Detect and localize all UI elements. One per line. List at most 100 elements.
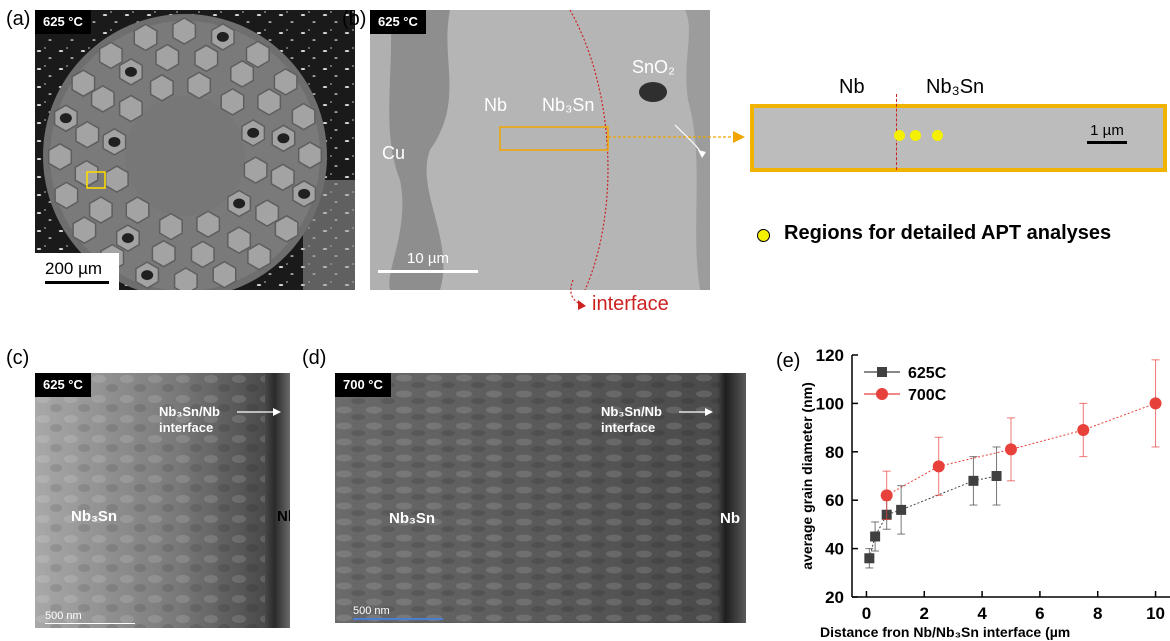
panel-a-scalebar: 200 µm [35,253,119,290]
scale-line [353,618,443,620]
filament-hexagon [220,88,245,116]
y-tick-label: 80 [825,443,844,462]
panel-b-temp: 625 °C [370,10,426,34]
filament-hexagon [149,73,174,102]
filament-hexagon [270,163,295,192]
panel-b-image: 625 °C Cu Nb Nb₃Sn SnO₂ 10 µm [370,10,710,290]
filament-hexagon [172,17,197,45]
data-point-700C [1005,443,1017,456]
data-point-700C [932,460,945,473]
x-tick-label: 8 [1093,604,1102,623]
interface-label-line2: interface [159,420,214,435]
panel-b-label: (b) [342,8,367,30]
panel-c-nb3sn-label: Nb₃Sn [71,508,118,525]
panel-d-temp: 700 °C [335,373,391,397]
inset-scalebar: 1 µm [1087,122,1127,144]
filament-hexagon [187,71,212,100]
inset-zoom-image: 1 µm [750,94,1167,172]
filament-hexagon [297,141,323,170]
void [141,270,154,281]
arrow-icon [679,408,713,416]
void [277,133,290,144]
panel-a-label: (a) [6,8,31,30]
filament-hexagon [274,214,299,243]
data-point-625C [870,531,881,542]
panel-c-interface-label: Nb₃Sn/Nb interface [159,404,220,436]
x-tick-label: 10 [1146,604,1165,623]
inset-nb3sn-label: Nb₃Sn [926,76,985,98]
y-tick-label: 120 [816,346,844,365]
scale-line [45,281,109,284]
filament-hexagon [75,120,100,149]
void [216,31,229,42]
void [108,136,121,147]
data-point-700C [1149,397,1162,410]
filament-hexagon [125,196,150,224]
legend-marker [876,388,888,400]
interface-label-line2: interface [601,420,656,435]
filament-hexagon [118,94,143,123]
panel-c-scalebar: 500 nm [45,610,135,624]
panel-a-image: 625 °C 200 µm [35,10,355,298]
y-tick-label: 20 [825,588,844,607]
filament-hexagon [71,69,96,98]
apt-region-dot [932,130,943,141]
series-line-700C [886,402,1156,496]
void [298,188,311,199]
panel-d-scalebar: 500 nm [353,605,443,620]
apt-region-dot [894,130,905,141]
y-tick-label: 60 [825,491,844,510]
x-tick-label: 0 [862,604,871,623]
y-axis-label: average grain diameter (nm) [799,382,815,570]
y-tick-label: 100 [816,394,844,413]
filament-hexagon [158,212,183,241]
tem-micrograph-625 [35,373,290,628]
panel-d-nb-label: Nb [720,510,740,527]
filament-hexagon [257,88,282,116]
panel-b-scale-label: 10 µm [407,250,449,267]
data-point-625C [864,553,875,564]
tem-micrograph-700 [335,373,746,623]
panel-a-temp: 625 °C [35,10,91,34]
sno2-label: SnO₂ [632,57,676,77]
void [124,66,137,77]
filament-hexagon [54,181,79,210]
void [59,113,72,124]
panel-d-scale-label: 500 nm [353,605,390,617]
panel-d-label: (d) [302,347,327,369]
filament-hexagon [47,142,73,171]
legend-dot-icon [757,229,770,242]
filament-hexagon [255,199,280,227]
cu-label: Cu [382,143,406,163]
y-tick-label: 40 [825,540,844,559]
panel-d-nb3sn-label: Nb₃Sn [389,510,436,527]
panel-c-scale-label: 500 nm [45,610,82,622]
apt-legend-text: Regions for detailed APT analyses [784,222,1112,244]
data-point-700C [1077,424,1090,437]
data-point-625C [896,504,907,515]
nb-label: Nb [484,95,508,115]
x-tick-label: 4 [977,604,987,623]
zoom-region-box [499,126,609,151]
filament-hexagon [190,240,215,269]
scale-line [378,270,478,273]
filament-hexagon [227,226,252,254]
panel-d-image: 700 °C Nb₃Sn/Nb interface Nb₃Sn Nb 500 n… [335,373,746,623]
grain-diameter-chart: 625C 700C 20 40 60 80 100 120 0 2 4 6 8 10 Distance f… [799,346,1170,640]
filament-hexagon [194,44,219,73]
inset-nb-label: Nb [839,76,865,98]
x-axis-label: Distance fron Nb/Nb₃Sn interface (µm [820,624,1070,640]
filament-hexagon [155,43,180,72]
void [121,233,134,244]
panel-a-scale-label: 200 µm [45,259,103,278]
nb3sn-label: Nb₃Sn [542,95,595,115]
filament-hexagon [245,40,270,69]
filament-hexagon [72,216,97,244]
void [233,198,246,209]
filament-hexagon [98,41,123,70]
filament-hexagon [133,23,158,52]
filament-hexagon [230,60,255,88]
legend-marker [877,367,887,377]
interface-label: interface [592,293,669,315]
